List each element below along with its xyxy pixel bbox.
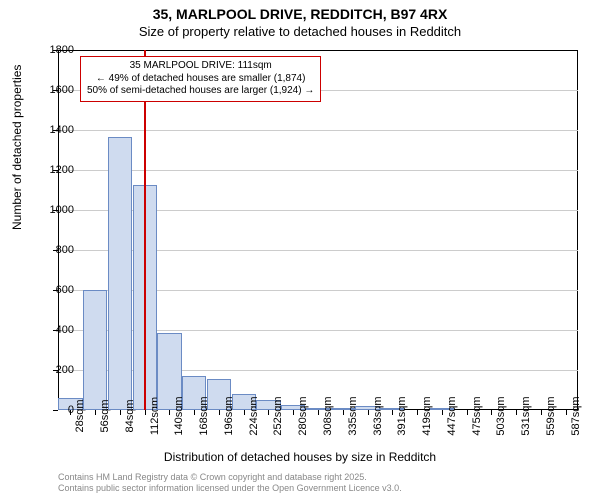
y-tick-label: 1800 [34, 44, 74, 56]
x-tick-label: 531sqm [520, 396, 532, 435]
x-tick-mark [120, 410, 121, 415]
histogram-bar [108, 137, 132, 410]
gridline-h [58, 170, 578, 171]
footer-line-1: Contains HM Land Registry data © Crown c… [58, 472, 402, 483]
x-tick-mark [145, 410, 146, 415]
gridline-h [58, 130, 578, 131]
y-tick-label: 0 [34, 404, 74, 416]
y-axis-label: Number of detached properties [10, 65, 24, 230]
x-tick-mark [318, 410, 319, 415]
x-tick-mark [392, 410, 393, 415]
x-tick-label: 475sqm [471, 396, 483, 435]
callout-line: 50% of semi-detached houses are larger (… [87, 85, 314, 98]
y-axis-line [58, 50, 59, 410]
property-callout: 35 MARLPOOL DRIVE: 111sqm← 49% of detach… [80, 56, 321, 102]
callout-line: 35 MARLPOOL DRIVE: 111sqm [87, 60, 314, 73]
y-tick-label: 400 [34, 324, 74, 336]
x-tick-mark [566, 410, 567, 415]
x-tick-label: 559sqm [545, 396, 557, 435]
chart-title-block: 35, MARLPOOL DRIVE, REDDITCH, B97 4RX Si… [0, 0, 600, 39]
x-tick-mark [244, 410, 245, 415]
y-tick-label: 800 [34, 244, 74, 256]
plot-area: 28sqm56sqm84sqm112sqm140sqm168sqm196sqm2… [58, 50, 578, 410]
x-tick-label: 280sqm [297, 396, 309, 435]
callout-line: ← 49% of detached houses are smaller (1,… [87, 73, 314, 86]
property-marker-line [144, 50, 146, 410]
y-tick-label: 200 [34, 364, 74, 376]
x-tick-label: 587sqm [570, 396, 582, 435]
title-line-2: Size of property relative to detached ho… [0, 24, 600, 39]
x-tick-mark [541, 410, 542, 415]
x-tick-mark [194, 410, 195, 415]
x-tick-label: 308sqm [322, 396, 334, 435]
x-tick-mark [169, 410, 170, 415]
x-tick-label: 363sqm [372, 396, 384, 435]
y-tick-label: 1400 [34, 124, 74, 136]
x-tick-mark [343, 410, 344, 415]
x-tick-label: 391sqm [396, 396, 408, 435]
x-tick-mark [268, 410, 269, 415]
x-tick-mark [219, 410, 220, 415]
x-tick-mark [417, 410, 418, 415]
x-tick-mark [442, 410, 443, 415]
x-tick-mark [516, 410, 517, 415]
x-tick-label: 447sqm [446, 396, 458, 435]
histogram-bar [83, 290, 107, 410]
x-tick-mark [368, 410, 369, 415]
x-tick-label: 503sqm [495, 396, 507, 435]
x-tick-label: 335sqm [347, 396, 359, 435]
y-tick-label: 1200 [34, 164, 74, 176]
x-tick-mark [467, 410, 468, 415]
x-tick-mark [95, 410, 96, 415]
x-axis-label: Distribution of detached houses by size … [0, 450, 600, 464]
x-tick-label: 419sqm [421, 396, 433, 435]
footer-attribution: Contains HM Land Registry data © Crown c… [58, 472, 402, 494]
y-tick-label: 1600 [34, 84, 74, 96]
title-line-1: 35, MARLPOOL DRIVE, REDDITCH, B97 4RX [0, 6, 600, 22]
y-tick-label: 1000 [34, 204, 74, 216]
y-tick-label: 600 [34, 284, 74, 296]
x-tick-label: 252sqm [272, 396, 284, 435]
x-tick-mark [491, 410, 492, 415]
footer-line-2: Contains public sector information licen… [58, 483, 402, 494]
x-tick-mark [293, 410, 294, 415]
